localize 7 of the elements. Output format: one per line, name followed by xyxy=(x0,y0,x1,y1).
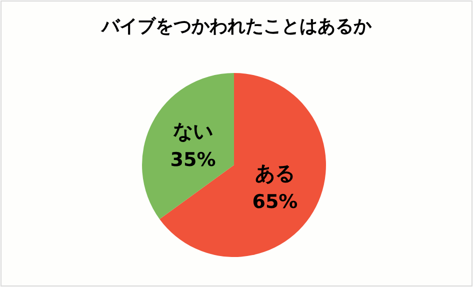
data-label: 35% xyxy=(170,149,216,172)
slice-label: ない xyxy=(173,119,214,144)
chart-title: バイブをつかわれたことはあるか xyxy=(100,16,372,37)
data-label: 65% xyxy=(252,190,298,213)
pie-slice xyxy=(142,73,234,220)
pie-slice xyxy=(160,73,326,257)
slice-label: ある xyxy=(254,160,295,185)
